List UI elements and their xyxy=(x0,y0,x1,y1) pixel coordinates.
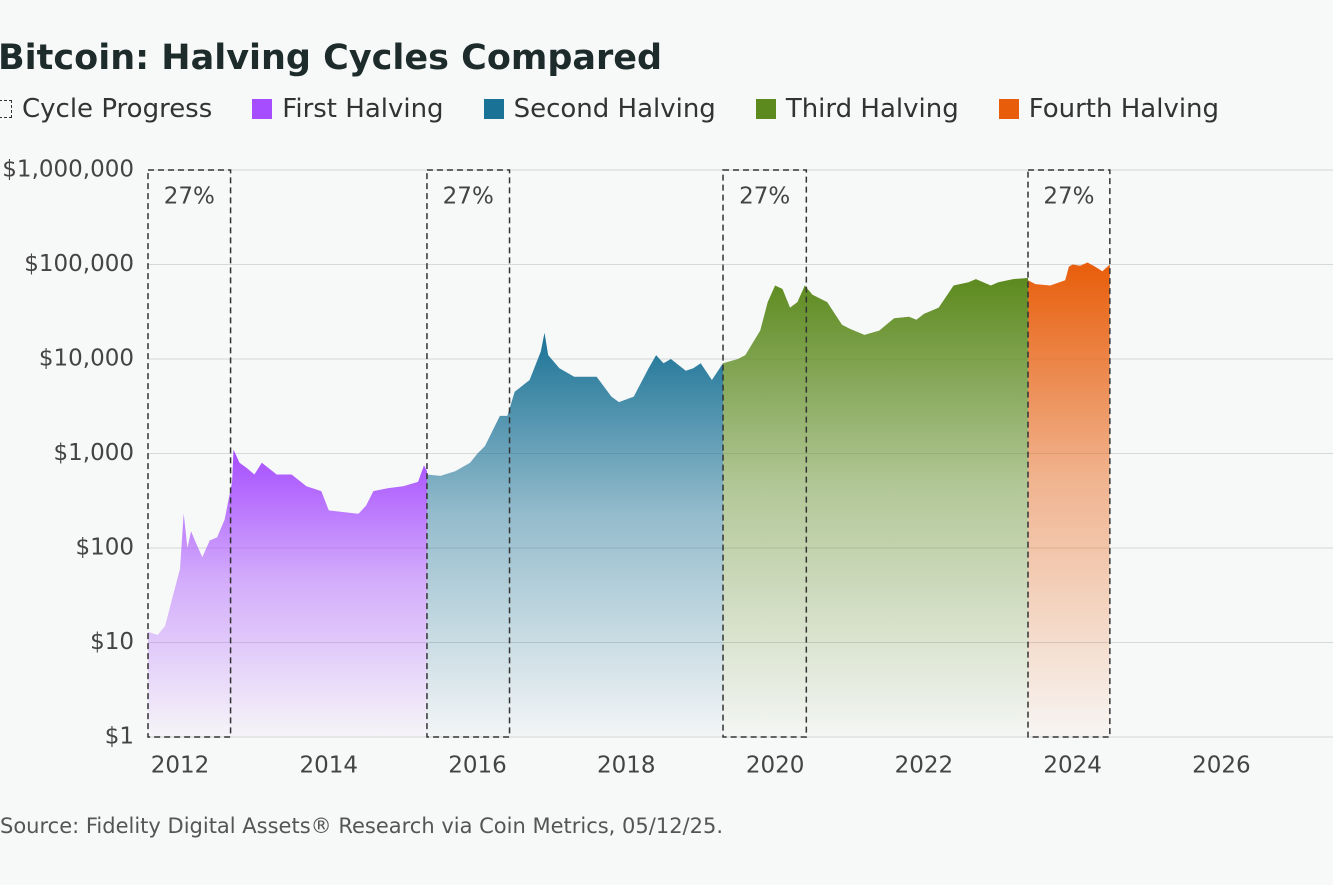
area xyxy=(1028,262,1110,737)
x-tick-label: 2026 xyxy=(1192,753,1251,779)
progress-box xyxy=(1027,169,1111,738)
legend-label: Cycle Progress xyxy=(22,94,213,124)
legend-item: Fourth Halving xyxy=(998,94,1220,124)
legend: Cycle Progress First Halving Second Halvin… xyxy=(0,94,1259,124)
legend-swatch xyxy=(483,99,504,119)
progress-label: 27% xyxy=(739,184,790,210)
x-tick-label: 2016 xyxy=(448,753,507,779)
legend-box-icon xyxy=(0,100,12,118)
progress-label: 27% xyxy=(164,184,215,210)
y-tick-label: $10,000 xyxy=(39,346,134,372)
source-note: Source: Fidelity Digital Assets® Researc… xyxy=(0,814,724,838)
legend-label: Second Halving xyxy=(513,94,716,124)
y-tick-label: $100,000 xyxy=(24,251,134,277)
legend-item: First Halving xyxy=(252,94,444,124)
legend-item: Cycle Progress xyxy=(0,94,212,124)
area xyxy=(427,332,723,737)
legend-item: Second Halving xyxy=(483,94,716,124)
progress-box xyxy=(722,169,808,738)
legend-item: Third Halving xyxy=(755,94,959,124)
progress-label: 27% xyxy=(1043,184,1094,210)
progress-box xyxy=(426,169,511,738)
legend-swatch xyxy=(755,99,776,119)
x-tick-label: 2018 xyxy=(597,753,656,779)
x-tick-label: 2014 xyxy=(299,753,358,779)
y-tick-label: $100 xyxy=(75,535,134,561)
x-tick-label: 2022 xyxy=(895,753,954,779)
y-tick-label: $1,000,000 xyxy=(2,157,134,183)
x-tick-label: 2012 xyxy=(151,753,210,779)
chart-title: Bitcoin: Halving Cycles Compared xyxy=(0,38,663,78)
x-tick-label: 2020 xyxy=(746,753,805,779)
x-tick-label: 2024 xyxy=(1043,753,1102,779)
y-tick-label: $10 xyxy=(90,629,134,655)
legend-label: Fourth Halving xyxy=(1028,94,1220,124)
progress-box xyxy=(147,169,232,738)
legend-swatch xyxy=(998,99,1019,119)
y-tick-label: $1,000 xyxy=(54,440,134,466)
progress-label: 27% xyxy=(443,184,494,210)
area xyxy=(148,449,427,737)
area xyxy=(723,278,1028,737)
legend-swatch xyxy=(252,99,273,119)
legend-label: Third Halving xyxy=(785,94,959,124)
legend-label: First Halving xyxy=(282,94,444,124)
y-tick-label: $1 xyxy=(105,724,134,750)
